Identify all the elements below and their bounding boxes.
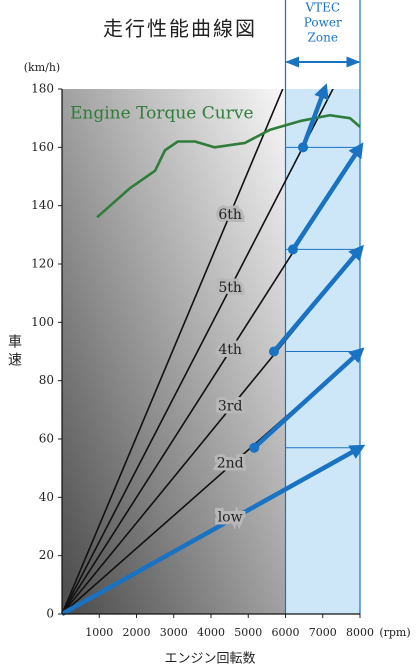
y-tick-label: 40	[39, 490, 54, 504]
y-unit: (km/h)	[24, 61, 60, 74]
vtec-zone-label: Zone	[308, 31, 338, 45]
x-tick-label: 6000	[272, 626, 300, 639]
shift-arrow	[60, 444, 366, 616]
y-tick-label: 120	[31, 257, 54, 271]
vtec-zone-label: Power	[304, 16, 342, 30]
shift-arrow	[252, 347, 365, 450]
y-tick-label: 100	[31, 315, 54, 329]
x-tick-label: 5000	[234, 626, 262, 639]
gear-line	[62, 89, 284, 614]
shift-point	[287, 244, 298, 255]
shift-point	[249, 442, 260, 453]
chart-title: 走行性能曲線図	[103, 17, 257, 41]
torque-curve	[96, 113, 361, 219]
gear-label: 5th	[218, 280, 242, 296]
y-tick-label: 180	[31, 82, 54, 96]
gear-label: 3rd	[218, 399, 243, 415]
gear-label: 2nd	[217, 456, 244, 472]
torque-curve-label: Engine Torque Curve	[70, 104, 254, 124]
y-axis-label: 車速	[6, 333, 22, 370]
y-tick-label: 0	[46, 607, 54, 621]
x-tick-label: 1000	[85, 626, 113, 639]
shift-point	[268, 346, 279, 357]
gear-label: 4th	[218, 342, 242, 358]
gear-label: low	[218, 509, 243, 525]
x-tick-label: 3000	[160, 626, 188, 639]
vtec-zone-label: VTEC	[304, 1, 340, 15]
y-tick-label: 140	[31, 198, 54, 212]
shift-arrow	[291, 142, 364, 251]
gear-label: 6th	[218, 207, 242, 223]
y-tick-label: 80	[39, 373, 54, 387]
x-tick-label: 7000	[309, 626, 337, 639]
x-tick-label: 8000	[346, 626, 374, 639]
shift-arrow	[300, 83, 329, 149]
x-axis-label: エンジン回転数	[164, 652, 255, 667]
x-tick-label: 2000	[123, 626, 151, 639]
y-tick-label: 60	[39, 432, 54, 446]
y-tick-label: 20	[39, 548, 54, 562]
y-tick-label: 160	[31, 140, 54, 154]
x-tick-label: 4000	[197, 626, 225, 639]
shift-arrow	[272, 244, 364, 353]
x-unit: (rpm)	[379, 626, 410, 639]
shift-point	[298, 142, 309, 153]
